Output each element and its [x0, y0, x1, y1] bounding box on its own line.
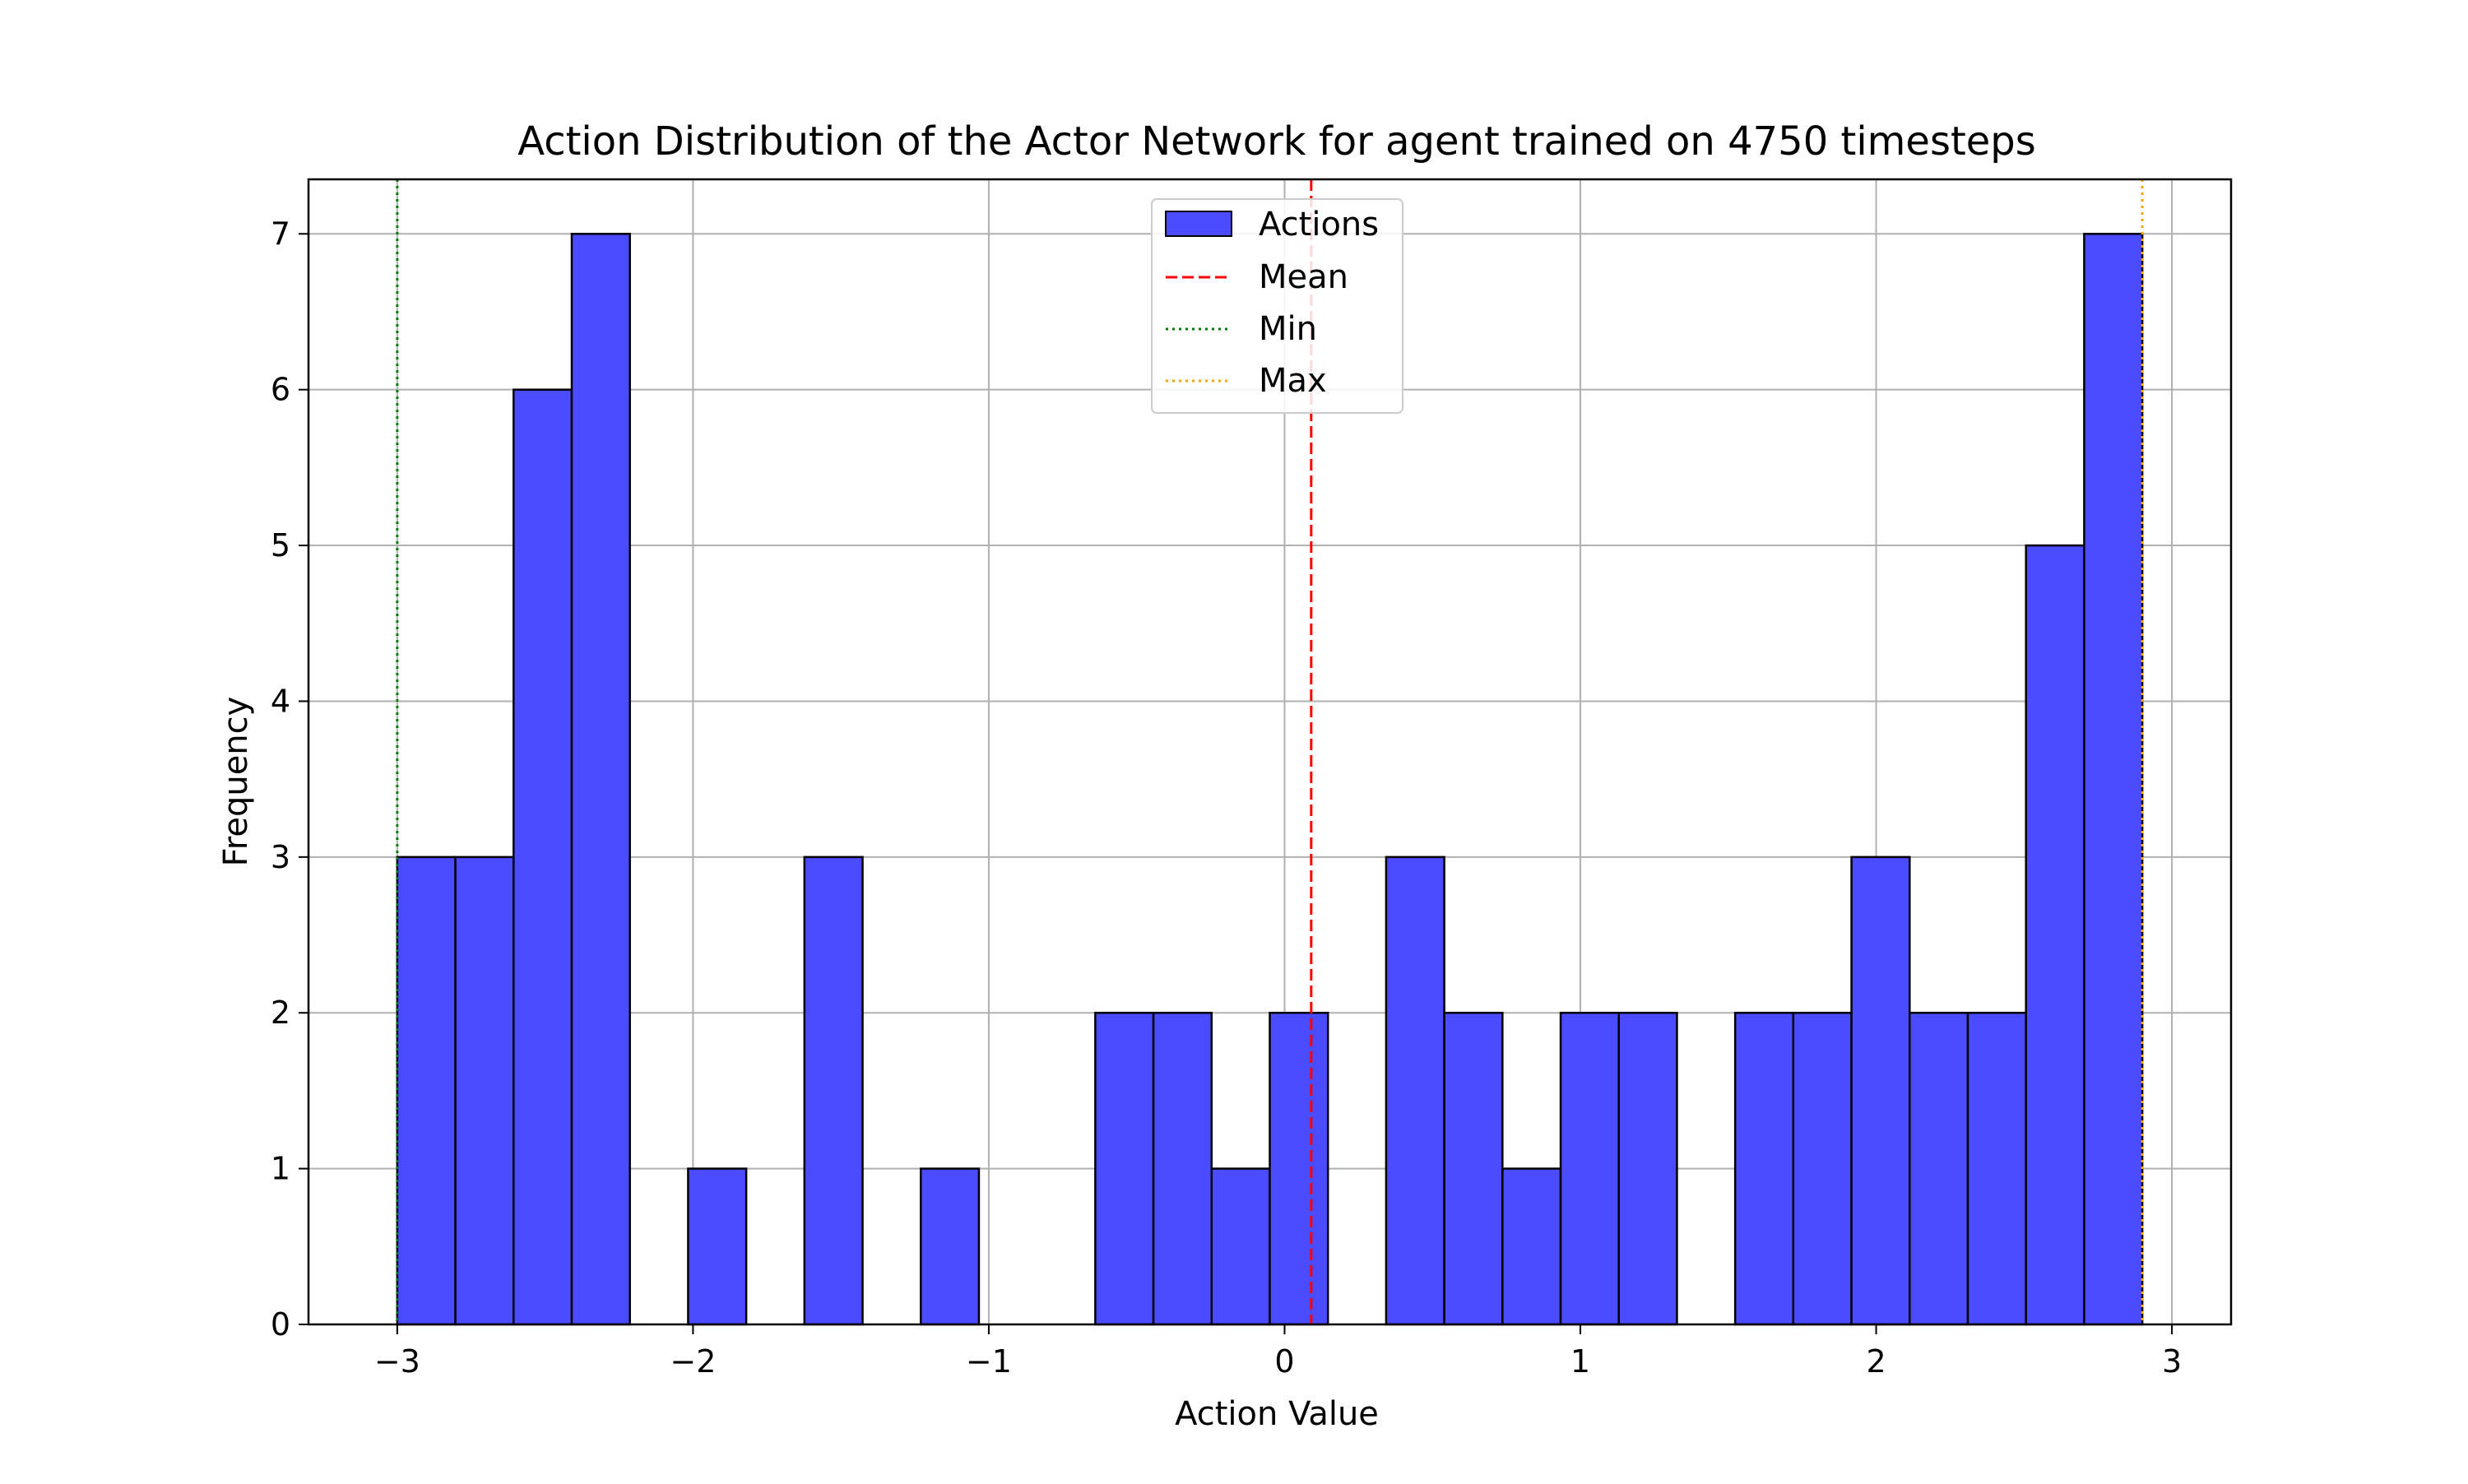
histogram-bar: [454, 856, 515, 1326]
x-tick-label: 1: [1570, 1343, 1590, 1380]
histogram-bar: [1733, 1011, 1795, 1326]
x-tick-label: 3: [2162, 1343, 2182, 1380]
histogram-bar: [803, 856, 864, 1326]
x-tick-label: −2: [670, 1343, 716, 1380]
axes: [307, 178, 2233, 1326]
y-tick-label: 5: [271, 527, 290, 563]
y-tick-label: 2: [271, 995, 290, 1031]
histogram-bar: [1094, 1011, 1155, 1326]
histogram-bar: [1152, 1011, 1213, 1326]
y-tick-label: 4: [271, 683, 290, 719]
histogram-bar: [396, 856, 457, 1326]
x-axis-label: Action Value: [1175, 1395, 1379, 1433]
legend-frame: [1151, 198, 1403, 414]
histogram-bar: [570, 233, 631, 1326]
y-tick-label: 1: [271, 1151, 290, 1187]
histogram-bar: [919, 1167, 981, 1326]
histogram-bar: [1559, 1011, 1621, 1326]
histogram-bar: [2025, 544, 2085, 1326]
histogram-bar: [1617, 1011, 1678, 1326]
x-tick-label: 0: [1274, 1343, 1294, 1380]
y-tick-label: 7: [271, 216, 290, 252]
plot-frame: [307, 178, 2233, 1326]
legend-swatch-actions: [1165, 211, 1232, 237]
histogram-bar: [1966, 1011, 2027, 1326]
histogram-bar: [1443, 1011, 1504, 1326]
legend-label-mean: Mean: [1259, 258, 1348, 296]
legend: Actions Mean Min Max: [1151, 198, 1403, 414]
tick-marks: −3 −2 −1 0 1 2 3 0 1 2 3 4 5 6 7: [271, 216, 2182, 1380]
histogram-bar: [1210, 1167, 1271, 1326]
histogram-bar: [1385, 856, 1445, 1326]
legend-label-actions: Actions: [1259, 206, 1379, 243]
histogram-bar: [513, 388, 573, 1326]
y-axis-label: Frequency: [217, 697, 255, 867]
x-tick-label: −3: [374, 1343, 420, 1380]
y-tick-label: 6: [271, 372, 290, 408]
legend-label-min: Min: [1259, 310, 1317, 348]
histogram-bar: [2083, 233, 2144, 1326]
histogram-bar: [687, 1167, 748, 1326]
histogram-bar: [1269, 1011, 1329, 1326]
legend-label-max: Max: [1259, 362, 1327, 400]
histogram-bar: [1850, 856, 1911, 1326]
histogram-bar: [1909, 1011, 1969, 1326]
chart-title: Action Distribution of the Actor Network…: [517, 118, 2036, 165]
y-tick-label: 0: [271, 1306, 290, 1343]
y-tick-label: 3: [271, 839, 290, 875]
histogram-bar: [1792, 1011, 1853, 1326]
histogram-bar: [1501, 1167, 1562, 1326]
x-tick-label: −1: [966, 1343, 1012, 1380]
x-tick-label: 2: [1866, 1343, 1886, 1380]
histogram-bars: [396, 233, 2144, 1326]
